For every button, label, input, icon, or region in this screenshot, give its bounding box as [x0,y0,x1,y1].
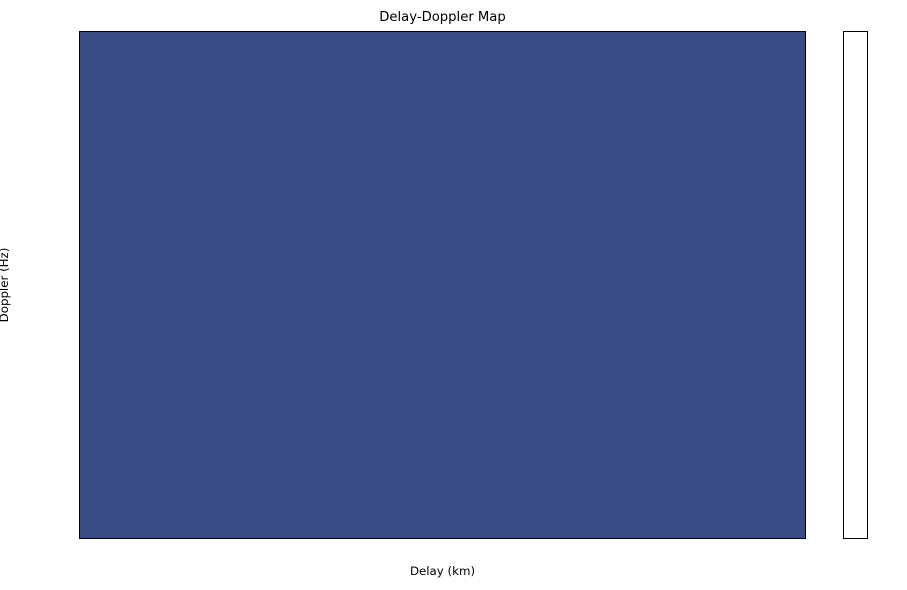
chart-title: Delay-Doppler Map [379,10,506,25]
colorbar [843,31,868,539]
heatmap-plot-area [79,31,806,539]
colorbar-gradient [844,32,867,538]
delay-doppler-heatmap [80,32,805,538]
x-axis-label: Delay (km) [409,564,476,578]
y-axis-label: Doppler (Hz) [0,247,11,323]
